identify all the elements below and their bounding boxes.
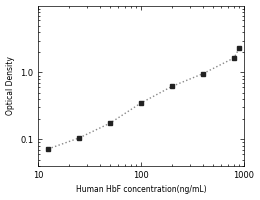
Y-axis label: Optical Density: Optical Density xyxy=(5,56,15,115)
X-axis label: Human HbF concentration(ng/mL): Human HbF concentration(ng/mL) xyxy=(76,185,206,194)
